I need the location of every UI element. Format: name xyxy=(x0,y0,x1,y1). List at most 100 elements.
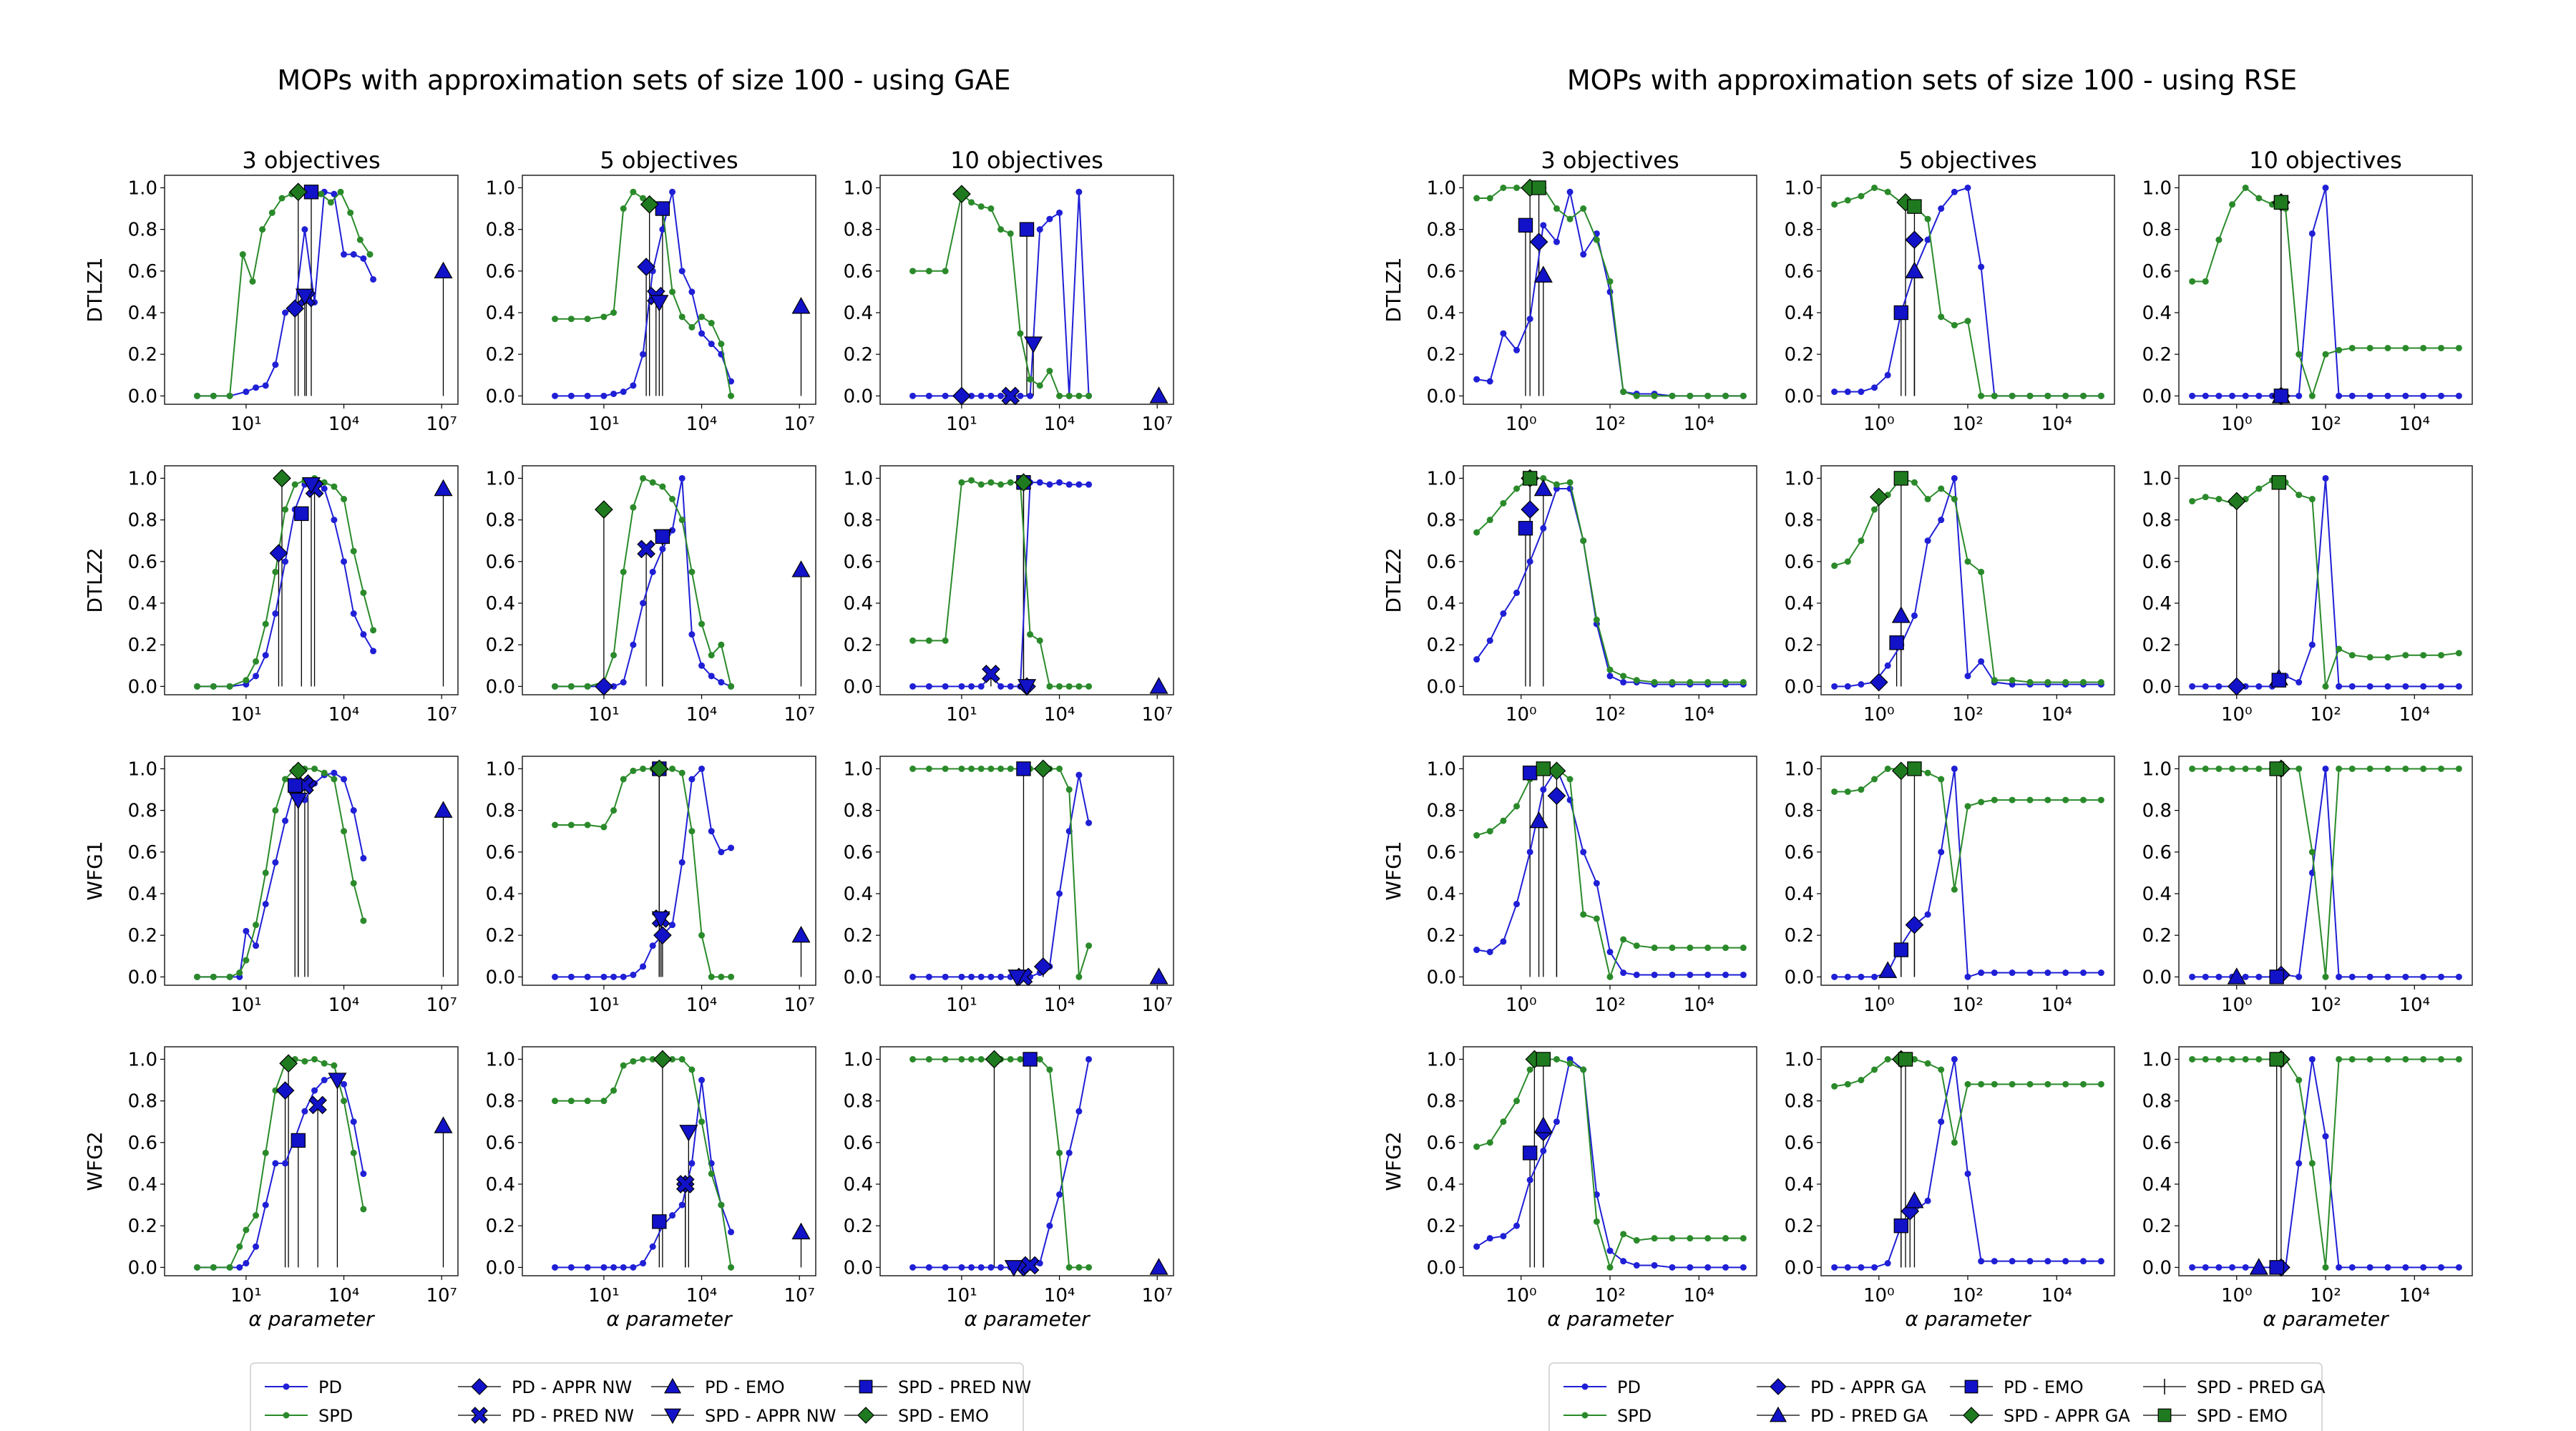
y-tick-label: 0.4 xyxy=(1427,593,1456,615)
series-point-spd xyxy=(243,957,250,964)
series-point-pd xyxy=(1606,288,1614,296)
x-tick-label: 10² xyxy=(1594,704,1626,726)
series-point-pd xyxy=(262,652,269,659)
series-point-spd xyxy=(688,1066,696,1073)
legend-marker xyxy=(1770,1378,1787,1395)
series-point-spd xyxy=(698,620,706,627)
marker-spd-appr-nw xyxy=(1008,970,1027,987)
legend-frame xyxy=(250,1362,1024,1431)
series-point-spd xyxy=(1046,683,1053,690)
series-point-pd xyxy=(1831,389,1838,396)
series-point-pd xyxy=(1938,517,1945,524)
series-point-spd xyxy=(1844,197,1851,204)
series-point-spd xyxy=(600,313,608,321)
series-point-pd xyxy=(1513,589,1521,596)
series-point-spd xyxy=(331,483,338,490)
x-tick-label: 10⁴ xyxy=(2041,995,2072,1016)
series-point-spd xyxy=(942,268,949,275)
series-point-spd xyxy=(669,288,676,296)
y-tick-label: 0.8 xyxy=(844,801,873,822)
series-point-spd xyxy=(2402,765,2409,772)
y-tick-label: 0.0 xyxy=(1427,1257,1456,1279)
series-point-spd xyxy=(1473,529,1480,536)
series-point-spd xyxy=(2255,1055,2263,1063)
series-point-pd xyxy=(1858,389,1865,396)
series-point-pd xyxy=(1871,1264,1878,1271)
series-point-spd xyxy=(2202,1055,2209,1063)
series-point-pd xyxy=(1978,263,1985,270)
series-point-pd xyxy=(728,844,735,851)
series-point-pd xyxy=(1540,222,1547,229)
marker-pd-emo xyxy=(1893,942,1909,957)
figure-title-rse: MOPs with approximation sets of size 100… xyxy=(1567,64,2297,96)
series-point-spd xyxy=(2308,392,2316,399)
series-point-spd xyxy=(968,477,975,484)
series-point-pd xyxy=(350,807,357,814)
series-point-spd xyxy=(669,765,676,772)
plot-frame xyxy=(522,756,816,986)
series-point-pd xyxy=(2242,1264,2249,1271)
series-point-pd xyxy=(2420,973,2427,980)
x-axis-label: α parameter xyxy=(2263,1307,2389,1331)
y-tick-label: 0.6 xyxy=(2142,842,2172,864)
series-point-pd xyxy=(1938,849,1945,856)
series-point-pd xyxy=(2366,973,2373,980)
series-point-spd xyxy=(2336,645,2343,653)
series-point-spd xyxy=(1056,392,1063,399)
series-point-pd xyxy=(669,188,676,195)
series-point-pd xyxy=(2438,683,2445,690)
series-point-pd xyxy=(1831,1264,1838,1271)
series-point-spd xyxy=(2438,1055,2445,1063)
y-tick-label: 0.2 xyxy=(2142,925,2172,947)
series-point-spd xyxy=(1844,558,1851,565)
series-point-spd xyxy=(2322,683,2329,690)
y-tick-label: 0.0 xyxy=(2142,967,2172,988)
series-point-spd xyxy=(678,1055,686,1063)
series-point-spd xyxy=(669,496,676,503)
series-point-pd xyxy=(370,275,377,283)
series-point-pd xyxy=(2296,1160,2303,1167)
series-point-pd xyxy=(2044,970,2051,977)
marker-spd-appr-nw xyxy=(679,1125,698,1142)
y-tick-label: 1.0 xyxy=(2142,758,2172,780)
subplot-dtlz1-2: 0.0 0.2 0.4 0.6 0.8 1.0 10⁰ 10² 10⁴ xyxy=(2142,175,2473,435)
x-tick-label: 10⁷ xyxy=(784,995,815,1016)
series-point-pd xyxy=(1978,970,1985,977)
y-tick-label: 0.2 xyxy=(1427,635,1456,656)
series-point-spd xyxy=(1938,313,1945,321)
marker-spd-emo xyxy=(1898,1052,1913,1067)
series-point-pd xyxy=(1964,673,1971,680)
series-point-spd xyxy=(2336,1055,2343,1063)
marker-pd-pred-nw xyxy=(637,539,655,559)
column-header: 3 objectives xyxy=(242,147,380,174)
marker-pd-appr-ga xyxy=(2227,677,2246,696)
marker-spd-emo xyxy=(273,469,291,488)
x-tick-label: 10² xyxy=(1952,414,1984,435)
marker-pd-emo xyxy=(2269,1260,2284,1275)
series-point-spd xyxy=(331,776,338,783)
series-point-pd xyxy=(1911,612,1918,619)
y-tick-label: 0.8 xyxy=(486,510,515,532)
x-tick-label: 10² xyxy=(1952,704,1984,726)
marker-spd-emo xyxy=(2271,475,2286,490)
series-point-spd xyxy=(909,637,917,644)
y-tick-label: 0.0 xyxy=(486,676,515,698)
legend-marker xyxy=(471,1407,488,1424)
legend-frame xyxy=(1548,1362,2323,1431)
series-point-pd xyxy=(2215,683,2223,690)
y-tick-label: 0.0 xyxy=(844,967,873,988)
series-point-pd xyxy=(1500,938,1507,945)
y-tick-label: 0.2 xyxy=(128,344,157,366)
y-tick-label: 0.6 xyxy=(844,261,873,283)
marker-pd-emo xyxy=(791,925,811,943)
series-point-spd xyxy=(210,683,217,690)
series-point-spd xyxy=(1633,392,1640,399)
series-point-spd xyxy=(1553,205,1560,213)
series-point-spd xyxy=(2308,1160,2316,1167)
series-point-pd xyxy=(2215,392,2223,399)
x-tick-label: 10⁴ xyxy=(1044,995,1075,1016)
marker-pd-pred-ga xyxy=(1533,265,1553,283)
series-point-pd xyxy=(2215,973,2223,980)
series-point-spd xyxy=(1858,537,1865,544)
marker-spd-emo xyxy=(2269,761,2284,776)
